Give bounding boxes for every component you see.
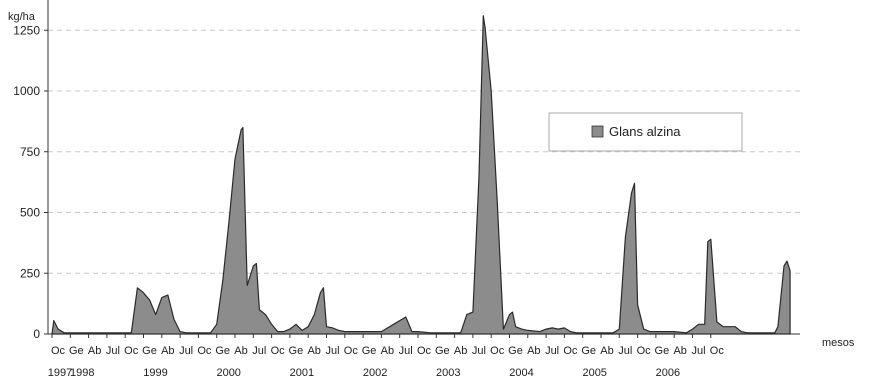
y-tick-label: 0 bbox=[33, 327, 40, 341]
x-tick-label: Ab bbox=[600, 345, 613, 357]
x-tick-label: Ge bbox=[142, 345, 157, 357]
x-tick-label: Oc bbox=[124, 345, 139, 357]
x-tick-label: Ab bbox=[161, 345, 174, 357]
year-label: 1998 bbox=[70, 367, 94, 379]
y-tick-label: 250 bbox=[20, 266, 40, 280]
x-tick-label: Ge bbox=[215, 345, 230, 357]
x-tick-label: Oc bbox=[563, 345, 578, 357]
year-label: 2004 bbox=[509, 367, 533, 379]
year-label: 1999 bbox=[143, 367, 167, 379]
x-tick-label: Jul bbox=[472, 345, 486, 357]
year-label: 2002 bbox=[363, 367, 387, 379]
x-tick-label: Oc bbox=[51, 345, 66, 357]
x-tick-label: Ab bbox=[234, 345, 247, 357]
series-area-glans-alzina bbox=[51, 15, 791, 335]
x-tick-label: Ab bbox=[527, 345, 540, 357]
x-tick-label: Oc bbox=[710, 345, 725, 357]
x-tick-label: Jul bbox=[399, 345, 413, 357]
x-tick-label: Jul bbox=[691, 345, 705, 357]
year-label: 2003 bbox=[436, 367, 460, 379]
year-label: 1997 bbox=[48, 367, 72, 379]
x-tick-label: Oc bbox=[197, 345, 212, 357]
x-tick-label: Ge bbox=[581, 345, 596, 357]
x-axis: Oc Ge Ab Jul Oc Ge Ab Jul Oc Ge Ab Jul Oc Ge Ab Jul Oc Ge… bbox=[48, 333, 800, 379]
x-tick-label: Ab bbox=[88, 345, 101, 357]
x-tick-label: Jul bbox=[618, 345, 632, 357]
x-tick-label: Jul bbox=[545, 345, 559, 357]
x-tick-label: Ab bbox=[454, 345, 467, 357]
x-tick-label: Ge bbox=[435, 345, 450, 357]
y-tick-label: 750 bbox=[20, 145, 40, 159]
x-tick-label: Ge bbox=[655, 345, 670, 357]
legend-label: Glans alzina bbox=[609, 124, 681, 139]
year-label: 2001 bbox=[290, 367, 314, 379]
x-tick-label: Ab bbox=[673, 345, 686, 357]
x-tick-label: Ge bbox=[69, 345, 84, 357]
x-tick-label: Jul bbox=[252, 345, 266, 357]
x-tick-label: Jul bbox=[325, 345, 339, 357]
year-label: 2006 bbox=[656, 367, 680, 379]
series-area bbox=[51, 15, 791, 335]
legend-box bbox=[548, 112, 743, 152]
x-tick-label: Ab bbox=[381, 345, 394, 357]
y-tick-label: 1250 bbox=[13, 23, 40, 37]
x-tick-label: Jul bbox=[179, 345, 193, 357]
legend-swatch bbox=[591, 125, 604, 138]
year-label: 2005 bbox=[582, 367, 606, 379]
year-label: 2000 bbox=[216, 367, 240, 379]
y-tick-label: 1000 bbox=[13, 84, 40, 98]
y-axis-unit-label: kg/ha bbox=[8, 11, 36, 23]
x-tick-label: Ge bbox=[362, 345, 377, 357]
x-tick-label: Ab bbox=[307, 345, 320, 357]
legend: Glans alzina bbox=[548, 112, 743, 152]
x-tick-label: Oc bbox=[490, 345, 505, 357]
x-tick-label: Oc bbox=[344, 345, 359, 357]
x-tick-label: Oc bbox=[417, 345, 432, 357]
x-tick-label: Ge bbox=[289, 345, 304, 357]
x-tick-label: Oc bbox=[271, 345, 286, 357]
x-tick-label: Jul bbox=[106, 345, 120, 357]
x-tick-label: Ge bbox=[508, 345, 523, 357]
x-axis-label: mesos bbox=[822, 337, 855, 349]
x-tick-label: Oc bbox=[637, 345, 652, 357]
y-axis: 0250500750100012501500 bbox=[13, 0, 49, 341]
y-tick-label: 500 bbox=[20, 206, 40, 220]
